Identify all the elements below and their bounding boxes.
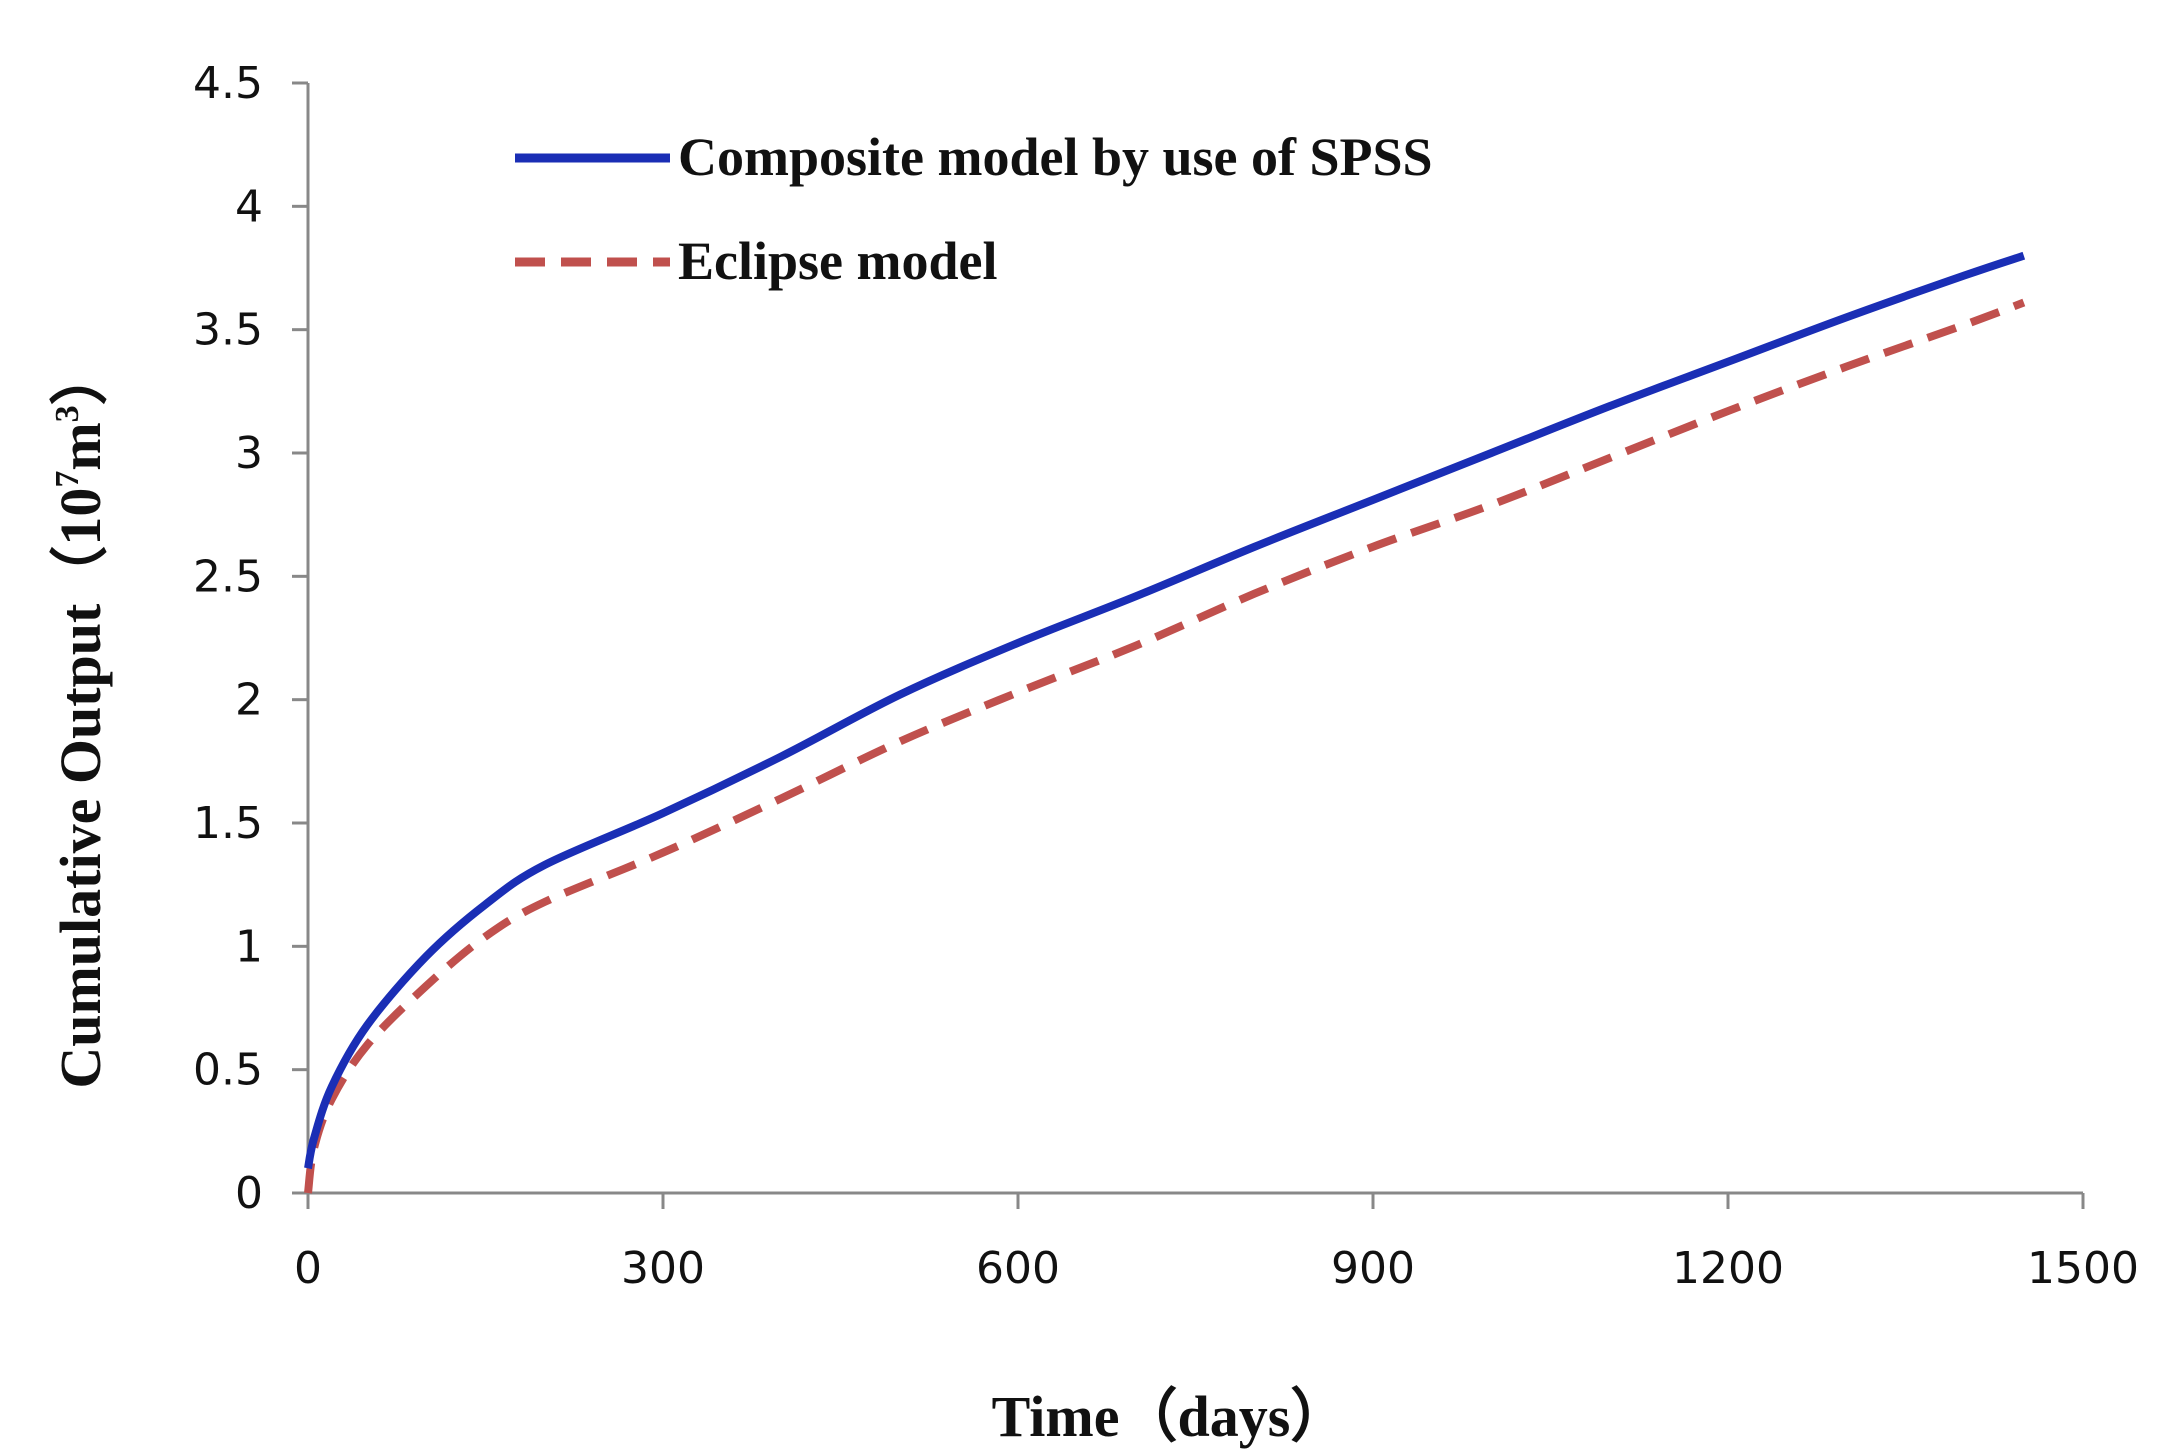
x-axis-title: Time（days） bbox=[992, 1384, 1349, 1449]
y-tick-label: 4 bbox=[235, 181, 263, 232]
y-tick-label: 0 bbox=[235, 1168, 263, 1219]
y-tick-label: 0.5 bbox=[193, 1045, 263, 1096]
series-line-composite bbox=[304, 251, 2026, 1170]
x-ticks: 0 300 600 900 1200 1500 bbox=[294, 1193, 2139, 1294]
axes bbox=[306, 83, 2083, 1195]
legend: Composite model by use of SPSS Eclipse m… bbox=[515, 127, 1433, 291]
y-tick-label: 3.5 bbox=[193, 305, 263, 356]
x-tick-label: 300 bbox=[621, 1243, 705, 1294]
y-tick-label: 2.5 bbox=[193, 551, 263, 602]
y-axis-title: Cumulative Output（107m3） bbox=[48, 347, 113, 1088]
y-tick-label: 2 bbox=[235, 675, 263, 726]
x-tick-label: 900 bbox=[1331, 1243, 1415, 1294]
x-tick-label: 1500 bbox=[2027, 1243, 2139, 1294]
y-tick-label: 4.5 bbox=[193, 58, 263, 109]
y-axis-title-exp1: 7 bbox=[49, 471, 86, 488]
legend-label-composite: Composite model by use of SPSS bbox=[678, 127, 1433, 187]
y-tick-label: 1.5 bbox=[193, 798, 263, 849]
y-axis-title-end: ） bbox=[48, 347, 113, 405]
y-axis-title-base: Cumulative Output（10 bbox=[48, 488, 113, 1089]
y-tick-label: 3 bbox=[235, 428, 263, 479]
y-axis-title-mid: m bbox=[48, 422, 113, 470]
x-tick-label: 600 bbox=[976, 1243, 1060, 1294]
y-tick-label: 1 bbox=[235, 921, 263, 972]
series-layer bbox=[304, 251, 2026, 1194]
x-tick-label: 1200 bbox=[1672, 1243, 1784, 1294]
series-line-eclipse bbox=[304, 298, 2026, 1194]
y-axis-title-exp2: 3 bbox=[49, 405, 86, 422]
x-tick-label: 0 bbox=[294, 1243, 322, 1294]
legend-label-eclipse: Eclipse model bbox=[678, 231, 998, 291]
y-ticks: 0 0.5 1 1.5 2 2.5 3 3.5 4 4.5 bbox=[193, 58, 308, 1219]
